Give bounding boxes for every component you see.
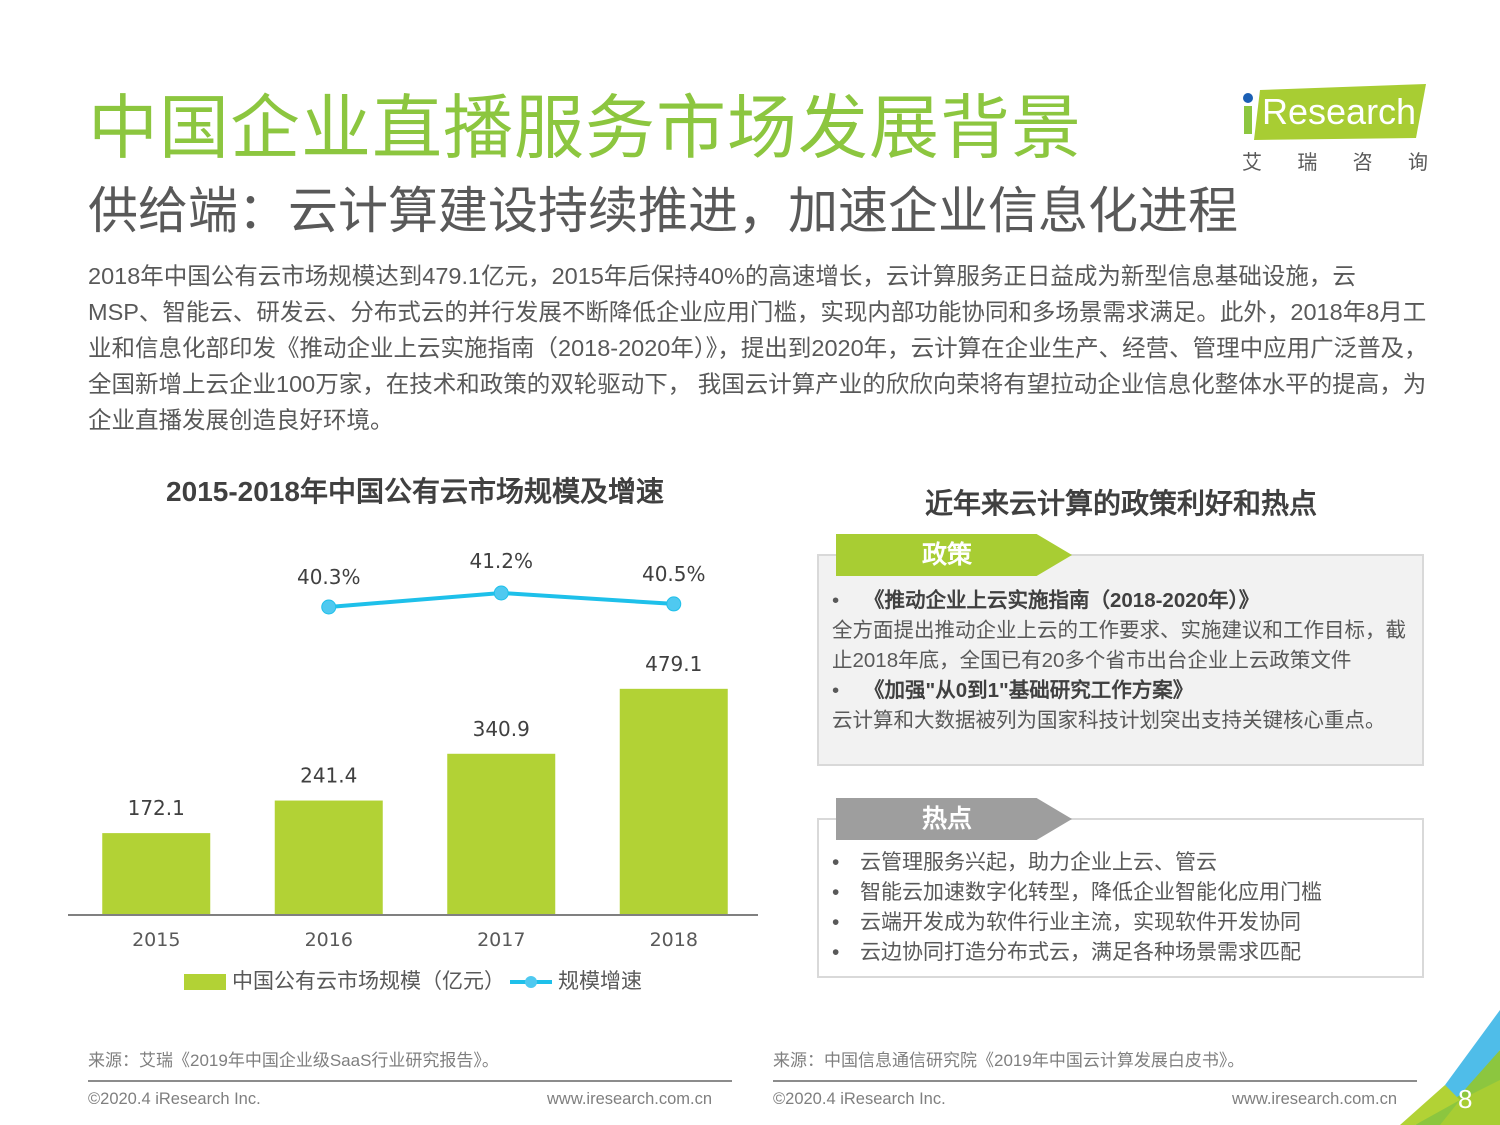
iresearch-logo: Research 艾 瑞 咨 询 xyxy=(1238,80,1428,175)
hot-item-text: 云管理服务兴起，助力企业上云、管云 xyxy=(860,851,1217,874)
footer-divider-left xyxy=(88,1080,732,1082)
policy-heading-2: 《加强"从0到1"基础研究工作方案》 xyxy=(864,679,1194,702)
bar-value-label: 241.4 xyxy=(300,764,357,788)
panel-title: 近年来云计算的政策利好和热点 xyxy=(924,488,1317,519)
bar-2016 xyxy=(274,800,383,914)
list-item: • 云边协同打造分布式云，满足各种场景需求匹配 xyxy=(832,938,1412,968)
hot-item-text: 云边协同打造分布式云，满足各种场景需求匹配 xyxy=(860,941,1301,964)
logo-i-dot-icon xyxy=(1243,93,1253,103)
bar-value-label: 172.1 xyxy=(128,796,185,820)
legend-label-bars: 中国公有云市场规模（亿元） xyxy=(232,969,505,993)
policy-heading-1: 《推动企业上云实施指南（2018-2020年）》 xyxy=(864,589,1260,612)
website-link-left[interactable]: www.iresearch.com.cn xyxy=(547,1090,713,1108)
source-note-left: 来源：艾瑞《2019年中国企业级SaaS行业研究报告》。 xyxy=(88,1051,499,1070)
growth-label: 40.3% xyxy=(297,565,361,589)
list-item: • 云端开发成为软件行业主流，实现软件开发协同 xyxy=(832,908,1412,938)
hot-list: • 云管理服务兴起，助力企业上云、管云 • 智能云加速数字化转型，降低企业智能化应用… xyxy=(832,848,1412,968)
corner-decoration xyxy=(1400,1010,1500,1125)
policy-content: • 《推动企业上云实施指南（2018-2020年）》 全方面提出推动企业上云的工… xyxy=(832,586,1412,736)
bullet-icon: • xyxy=(832,589,840,612)
logo-cn-char: 咨 xyxy=(1352,152,1373,174)
growth-point xyxy=(321,599,337,615)
bar-2017 xyxy=(447,753,556,914)
logo-i-stem-icon xyxy=(1244,106,1252,134)
legend-label-line: 规模增速 xyxy=(558,969,642,993)
hot-box xyxy=(817,818,1424,978)
policy-item-heading: • 《加强"从0到1"基础研究工作方案》 xyxy=(832,676,1412,706)
footer-divider-right xyxy=(773,1080,1417,1082)
policy-item-heading: • 《推动企业上云实施指南（2018-2020年）》 xyxy=(832,586,1412,616)
bullet-icon: • xyxy=(832,679,840,702)
website-link-right[interactable]: www.iresearch.com.cn xyxy=(1232,1090,1398,1108)
growth-point xyxy=(493,585,509,601)
legend-line-marker-icon xyxy=(525,976,537,988)
intro-paragraph: 2018年中国公有云市场规模达到479.1亿元，2015年后保持40%的高速增长… xyxy=(88,263,1428,433)
page-title: 中国企业直播服务市场发展背景 xyxy=(88,89,1082,167)
bullet-icon: • xyxy=(832,851,840,874)
list-item: • 智能云加速数字化转型，降低企业智能化应用门槛 xyxy=(832,878,1412,908)
x-tick-label: 2015 xyxy=(132,929,180,951)
x-tick-label: 2016 xyxy=(305,929,353,951)
logo-cn-char: 艾 xyxy=(1242,152,1262,174)
bullet-icon: • xyxy=(832,941,840,964)
logo-cn-text: 艾 瑞 咨 询 xyxy=(1242,146,1428,175)
market-size-chart: 172.1 2015 241.4 2016 340.9 2017 479.1 2018 40.3… xyxy=(68,549,758,993)
page-subtitle: 供给端：云计算建设持续推进，加速企业信息化进程 xyxy=(88,183,1238,239)
chart-title: 2015-2018年中国公有云市场规模及增速 xyxy=(166,476,664,507)
legend-bar-swatch xyxy=(184,974,226,990)
bar-2018 xyxy=(619,688,728,914)
x-tick-label: 2017 xyxy=(477,929,525,951)
bar-value-label: 479.1 xyxy=(645,652,702,676)
logo-brand-text: Research xyxy=(1262,91,1417,132)
bullet-icon: • xyxy=(832,881,840,904)
growth-label: 41.2% xyxy=(469,549,533,573)
growth-label: 40.5% xyxy=(642,562,706,586)
policy-tab: 政策 xyxy=(836,534,1072,576)
page-number: 8 xyxy=(1458,1084,1473,1114)
copyright-left: ©2020.4 iResearch Inc. xyxy=(88,1090,261,1108)
x-tick-label: 2018 xyxy=(650,929,698,951)
list-item: • 云管理服务兴起，助力企业上云、管云 xyxy=(832,848,1412,878)
policy-item-body: 全方面提出推动企业上云的工作要求、实施建议和工作目标，截止2018年底，全国已有… xyxy=(832,619,1406,672)
growth-point xyxy=(666,596,682,612)
policy-box xyxy=(817,554,1424,766)
policy-item-body: 云计算和大数据被列为国家科技计划突出支持关键核心重点。 xyxy=(832,709,1386,732)
logo-cn-char: 询 xyxy=(1407,152,1428,174)
copyright-right: ©2020.4 iResearch Inc. xyxy=(773,1090,946,1108)
hot-item-text: 智能云加速数字化转型，降低企业智能化应用门槛 xyxy=(860,881,1322,904)
source-note-right: 来源：中国信息通信研究院《2019年中国云计算发展白皮书》。 xyxy=(773,1051,1245,1070)
bar-value-label: 340.9 xyxy=(473,717,530,741)
logo-band-shape xyxy=(1254,84,1426,140)
logo-cn-char: 瑞 xyxy=(1297,152,1318,174)
bar-2015 xyxy=(102,833,211,914)
hot-item-text: 云端开发成为软件行业主流，实现软件开发协同 xyxy=(860,911,1301,934)
bullet-icon: • xyxy=(832,911,840,934)
hot-tab: 热点 xyxy=(836,798,1072,840)
